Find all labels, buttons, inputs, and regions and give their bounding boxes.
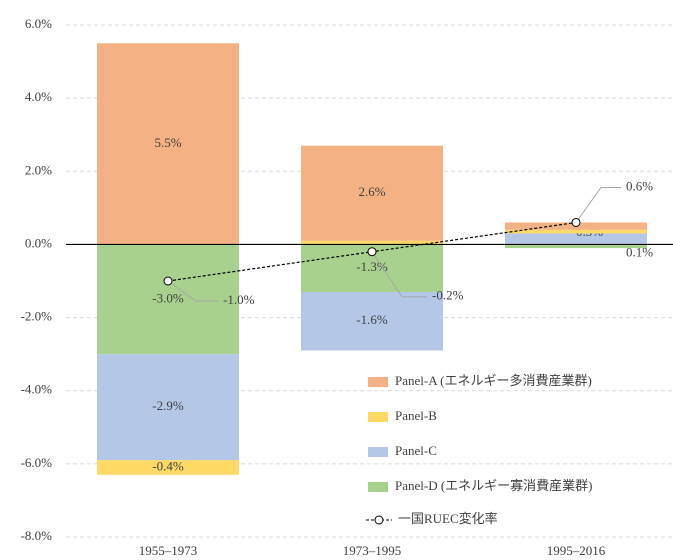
value-label: -1.6% [356, 312, 388, 327]
y-tick-label: -2.0% [21, 309, 53, 324]
x-tick-label: 1973–1995 [343, 543, 402, 558]
bar-segment [97, 354, 239, 461]
bar-segment [97, 244, 239, 355]
legend-marker [374, 515, 384, 525]
bar-segment [505, 244, 647, 249]
x-tick-label: 1955–1973 [139, 543, 198, 558]
line-label: -1.0% [223, 292, 255, 307]
legend-label: Panel-C [395, 443, 437, 458]
leader-line [575, 186, 621, 223]
legend-swatch [368, 447, 388, 457]
line-marker [571, 217, 581, 227]
line-label: -0.2% [432, 288, 464, 303]
bar-segment [301, 291, 443, 351]
y-tick-label: -6.0% [21, 455, 53, 470]
value-label: 2.6% [358, 184, 385, 199]
bar-segment [505, 229, 647, 234]
value-label: -3.0% [152, 290, 184, 305]
bar-segment [97, 460, 239, 475]
legend-label: Panel-D (エネルギー寡消費産業群) [395, 478, 593, 493]
bar-segment [97, 43, 239, 245]
value-label: -1.3% [356, 259, 388, 274]
legend-label: Panel-B [395, 408, 437, 423]
x-tick-label: 1995–2016 [547, 543, 606, 558]
y-tick-label: 0.0% [25, 235, 52, 250]
value-label: -2.9% [152, 398, 184, 413]
legend-swatch [368, 377, 388, 387]
y-tick-label: 2.0% [25, 162, 52, 177]
y-tick-label: 6.0% [25, 16, 52, 31]
y-tick-label: 4.0% [25, 89, 52, 104]
line-marker [163, 276, 173, 286]
leader-line [371, 251, 427, 298]
y-tick-label: -4.0% [21, 382, 53, 397]
y-tick-label: -8.0% [21, 528, 53, 543]
line-label: 0.6% [626, 178, 653, 193]
legend-label: 一国RUEC変化率 [398, 511, 498, 526]
bar-segment [505, 233, 647, 245]
value-label: 0.1% [626, 245, 653, 260]
value-label: 5.5% [154, 135, 181, 150]
bar-segment [301, 240, 443, 245]
bar-segment [301, 145, 443, 241]
legend-swatch [368, 412, 388, 422]
leader-line [167, 280, 218, 302]
legend-label: Panel-A (エネルギー多消費産業群) [395, 373, 592, 388]
legend-swatch [368, 482, 388, 492]
line-marker [367, 247, 377, 257]
value-label: -0.4% [152, 458, 184, 473]
